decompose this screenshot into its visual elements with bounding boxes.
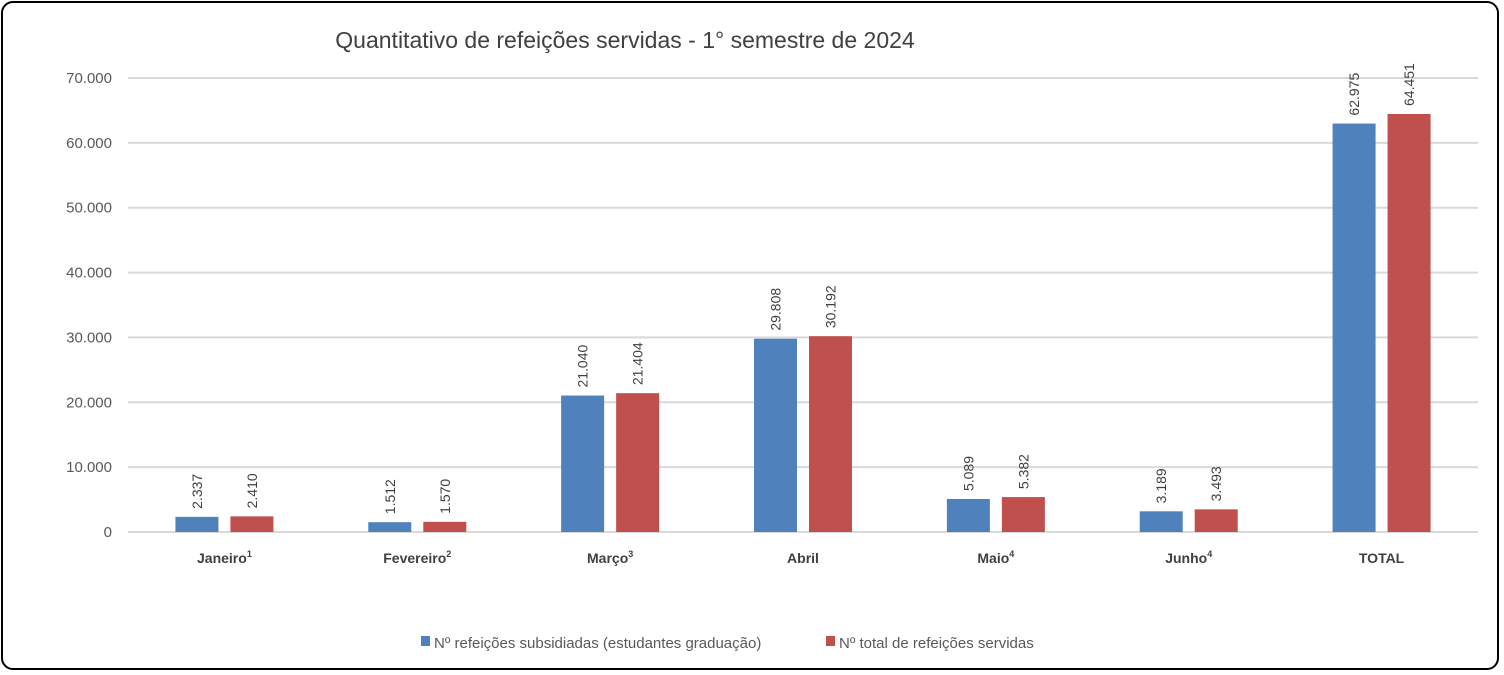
legend-swatch [421, 636, 430, 646]
bar-total [1387, 113, 1431, 532]
bar-total [809, 336, 852, 532]
x-tick-label: TOTAL [1359, 550, 1405, 566]
legend-label: Nº refeições subsidiadas (estudantes gra… [434, 635, 761, 652]
bar-total [230, 516, 274, 532]
y-tick-label: 50.000 [66, 200, 112, 217]
data-label: 5.089 [960, 456, 976, 491]
bar-subsidized [946, 498, 990, 532]
bar-subsidized [175, 516, 219, 532]
data-label: 2.410 [244, 473, 260, 508]
chart-title: Quantitativo de refeições servidas - 1° … [335, 27, 915, 53]
x-tick-label: Março3 [587, 549, 633, 566]
x-tick-label: Maio4 [977, 549, 1014, 566]
data-label: 21.040 [575, 345, 591, 388]
data-label: 2.337 [189, 474, 205, 509]
y-tick-label: 0 [104, 524, 112, 541]
bar-total [423, 521, 467, 532]
y-tick-label: 10.000 [66, 459, 112, 476]
data-label: 30.192 [823, 285, 839, 328]
data-label: 1.570 [437, 479, 453, 514]
bar-total [1194, 509, 1238, 532]
data-label: 21.404 [630, 342, 646, 385]
data-label: 29.808 [768, 288, 784, 331]
data-label: 3.189 [1153, 468, 1169, 503]
bar-subsidized [368, 522, 412, 532]
bar-total [1001, 497, 1045, 532]
data-label: 5.382 [1015, 454, 1031, 489]
bar-subsidized [1332, 123, 1376, 533]
y-tick-label: 40.000 [66, 265, 112, 282]
y-tick-label: 30.000 [66, 329, 112, 346]
legend-label: Nº total de refeições servidas [839, 635, 1034, 652]
x-tick-label: Fevereiro2 [383, 549, 451, 566]
data-label: 62.975 [1346, 73, 1362, 116]
y-tick-label: 60.000 [66, 135, 112, 152]
x-tick-label: Janeiro1 [197, 549, 252, 566]
legend-swatch [826, 636, 835, 646]
x-tick-label: Junho4 [1165, 549, 1212, 566]
data-label: 3.493 [1208, 466, 1224, 501]
x-tick-label: Abril [787, 550, 819, 566]
data-label: 64.451 [1401, 63, 1417, 106]
data-label: 1.512 [382, 479, 398, 514]
y-tick-label: 70.000 [66, 70, 112, 87]
bar-subsidized [1139, 511, 1183, 532]
bar-subsidized [561, 395, 605, 532]
y-tick-label: 20.000 [66, 394, 112, 411]
bar-subsidized [754, 338, 797, 532]
bar-total [616, 393, 660, 532]
